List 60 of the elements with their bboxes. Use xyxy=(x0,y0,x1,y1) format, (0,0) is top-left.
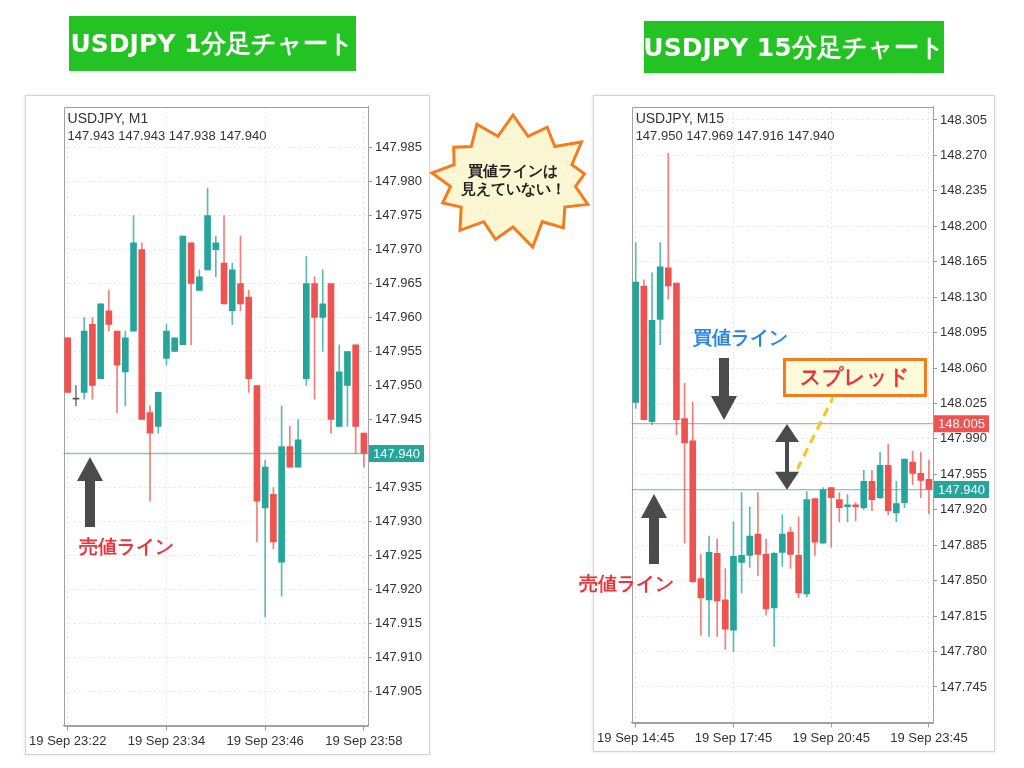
y-tick-label: 148.130 xyxy=(940,288,988,304)
x-tick-label: 19 Sep 14:45 xyxy=(597,729,675,745)
y-tick-label: 147.960 xyxy=(375,309,423,325)
y-tick-label: 147.950 xyxy=(375,377,423,393)
annotation: 147.943 147.943 147.938 147.940 xyxy=(67,127,267,144)
annotation: 147.950 147.969 147.916 147.940 xyxy=(635,127,835,144)
y-tick-label: 148.060 xyxy=(940,359,988,375)
ref-line-label: 147.940 xyxy=(373,445,421,461)
y-tick-label: 147.920 xyxy=(375,581,423,597)
y-tick-label: 147.745 xyxy=(940,678,988,694)
x-tick-label: 19 Sep 17:45 xyxy=(694,729,773,745)
y-tick-label: 147.985 xyxy=(375,139,423,155)
y-tick-label: 148.165 xyxy=(940,253,988,269)
y-tick-label: 147.970 xyxy=(375,241,423,257)
y-tick-label: 148.095 xyxy=(940,324,988,340)
x-tick-label: 19 Sep 23:58 xyxy=(325,732,403,748)
x-tick-label: 19 Sep 20:45 xyxy=(792,729,870,745)
y-tick-label: 147.980 xyxy=(375,173,423,189)
candlestick xyxy=(146,405,154,502)
y-tick-label: 147.920 xyxy=(940,501,988,517)
y-tick-label: 147.780 xyxy=(940,643,988,659)
y-tick-label: 147.885 xyxy=(940,536,988,552)
ref-line-label: 148.005 xyxy=(938,415,986,431)
annotation: 売値ライン xyxy=(578,571,674,595)
x-tick-label: 19 Sep 23:22 xyxy=(29,732,107,748)
y-tick-label: 147.935 xyxy=(375,479,423,495)
y-tick-label: 147.905 xyxy=(375,682,423,698)
x-tick-label: 19 Sep 23:34 xyxy=(127,732,206,748)
y-tick-label: 147.925 xyxy=(375,547,423,563)
y-tick-label: 148.270 xyxy=(940,146,988,162)
y-tick-label: 147.965 xyxy=(375,275,423,291)
candlestick xyxy=(319,269,327,352)
x-tick-label: 19 Sep 23:45 xyxy=(890,729,968,745)
y-tick-label: 147.955 xyxy=(375,343,423,359)
y-tick-label: 147.815 xyxy=(940,607,988,623)
x-tick-label: 19 Sep 23:46 xyxy=(226,732,304,748)
y-tick-label: 147.930 xyxy=(375,513,423,529)
y-tick-label: 147.910 xyxy=(375,649,423,664)
y-tick-label: 148.025 xyxy=(940,395,988,411)
y-tick-label: 148.200 xyxy=(940,217,988,233)
candlestick xyxy=(754,492,762,576)
y-tick-label: 147.915 xyxy=(375,615,423,631)
y-tick-label: 147.955 xyxy=(940,465,988,481)
chart-subtitle: USDJPY, M1 xyxy=(67,109,149,127)
candlestick xyxy=(697,554,705,636)
chart-title: USDJPY 1分足チャート xyxy=(69,16,356,71)
candlestick xyxy=(827,487,835,548)
text: 買値ラインは見えていない！ xyxy=(459,162,567,198)
y-tick-label: 147.945 xyxy=(375,411,423,427)
y-tick-label: 148.305 xyxy=(940,111,988,127)
annotation: 売値ライン xyxy=(78,535,174,559)
chart-title: USDJPY 15分足チャート xyxy=(643,21,945,73)
y-tick-label: 148.235 xyxy=(940,182,988,198)
annotation: 買値ライン xyxy=(692,325,788,349)
annotation: スプレッド xyxy=(783,357,927,397)
y-tick-label: 147.850 xyxy=(940,572,988,588)
chart-subtitle: USDJPY, M15 xyxy=(635,109,725,127)
ref-line-label: 147.940 xyxy=(938,481,986,497)
y-tick-label: 147.975 xyxy=(375,207,423,223)
y-tick-label: 147.990 xyxy=(940,430,988,446)
